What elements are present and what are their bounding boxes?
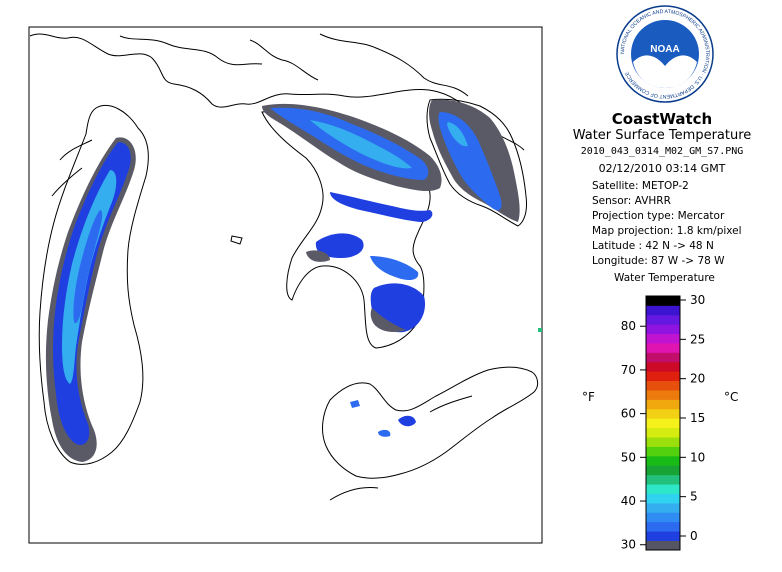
- info-panel: NOAA NATIONAL OCEANIC AND ATMOSPHERIC AD…: [556, 0, 782, 572]
- green-bay-coastline: [51, 139, 93, 197]
- legend-swatch: [646, 531, 680, 541]
- michigan-mid-water: [73, 210, 103, 324]
- legend-swatch: [646, 540, 680, 551]
- legend-title: Water Temperature: [614, 272, 715, 284]
- celsius-tick-label: 0: [690, 529, 698, 543]
- huron-central-patch: [330, 192, 433, 222]
- legend-swatch: [646, 521, 680, 532]
- michigan-cool-water: [62, 170, 117, 384]
- legend-swatch: [646, 399, 680, 410]
- fahrenheit-ticks: 30 40 50 60 70 80: [621, 319, 646, 552]
- info-projection-type: Projection type: Mercator: [592, 210, 725, 222]
- fahrenheit-tick-label: 30: [621, 538, 636, 552]
- celsius-unit: °C: [724, 390, 738, 404]
- info-sensor: Sensor: AVHRR: [592, 195, 671, 207]
- lake-st-clair-patch: [350, 400, 360, 408]
- lake-erie-coastline: [322, 366, 539, 479]
- product-subtitle: Water Surface Temperature: [572, 128, 752, 143]
- celsius-tick-label: 10: [690, 450, 705, 464]
- celsius-tick-label: 15: [690, 411, 705, 425]
- legend-swatch: [646, 333, 680, 344]
- noaa-logo: NOAA NATIONAL OCEANIC AND ATMOSPHERIC AD…: [616, 5, 714, 103]
- legend-swatch: [646, 305, 680, 316]
- info-latitude: Latitude : 42 N -> 48 N: [592, 240, 714, 252]
- legend-swatch: [646, 484, 680, 494]
- info-longitude: Longitude: 87 W -> 78 W: [592, 255, 725, 267]
- legend-swatch: [646, 314, 680, 325]
- saginaw-bay-cold: [315, 233, 364, 258]
- file-name: 2010_043_0314_M02_GM_S7.PNG: [580, 146, 744, 157]
- legend-swatch: [646, 296, 680, 306]
- legend-swatch: [646, 418, 680, 429]
- sst-map: [28, 26, 543, 544]
- legend-swatch: [646, 493, 680, 504]
- noaa-bird-icon: [633, 55, 697, 88]
- legend-swatch: [646, 408, 680, 419]
- georgian-bay-coastline: [426, 98, 527, 227]
- legend-swatch: [646, 465, 680, 476]
- legend-swatch: [646, 512, 680, 523]
- legend-swatch: [646, 352, 680, 363]
- fahrenheit-tick-label: 80: [621, 319, 636, 333]
- celsius-ticks: 0 5 10 15 20 25 30: [680, 293, 705, 543]
- lake-ontario-coastline: [329, 395, 473, 501]
- huron-south-ice: [370, 308, 406, 332]
- legend-swatch: [646, 474, 680, 485]
- erie-west-patch: [398, 415, 416, 427]
- legend-swatch: [646, 437, 680, 447]
- legend-swatch: [646, 380, 680, 391]
- lake-michigan-coastline: [38, 105, 149, 465]
- legend-swatch: [646, 502, 680, 513]
- acquisition-datetime: 02/12/2010 03:14 GMT: [598, 162, 726, 175]
- celsius-tick-label: 5: [690, 490, 698, 504]
- temperature-legend: 30 40 50 60 70 80 0 5 10 15 20 25 30 °F °C: [582, 293, 738, 552]
- georgian-bay-cool: [447, 122, 468, 147]
- celsius-tick-label: 25: [690, 332, 705, 346]
- info-satellite: Satellite: METOP-2: [592, 180, 689, 192]
- fahrenheit-unit: °F: [582, 390, 595, 404]
- celsius-tick-label: 20: [690, 372, 705, 386]
- celsius-tick-label: 30: [690, 293, 705, 307]
- fahrenheit-tick-label: 40: [621, 494, 636, 508]
- legend-bar-border: [645, 295, 681, 551]
- legend-swatch: [646, 390, 680, 400]
- small-island: [230, 235, 243, 245]
- legend-swatch: [646, 427, 680, 438]
- huron-north-cool: [310, 120, 412, 169]
- fahrenheit-tick-label: 70: [621, 363, 636, 377]
- noaa-logo-text: NOAA: [650, 44, 679, 55]
- ontario-edge-pixel: [538, 328, 542, 332]
- erie-west-patch-2: [378, 429, 391, 437]
- legend-swatch: [646, 371, 680, 382]
- brand-title: CoastWatch: [611, 110, 713, 128]
- saginaw-bay-ice: [306, 250, 330, 262]
- legend-swatch: [646, 324, 680, 335]
- info-map-projection: Map projection: 1.8 km/pixel: [592, 225, 742, 237]
- legend-swatch: [646, 343, 680, 353]
- fahrenheit-tick-label: 50: [621, 450, 636, 464]
- legend-swatch: [646, 446, 680, 457]
- legend-swatch: [646, 361, 680, 372]
- fahrenheit-tick-label: 60: [621, 407, 636, 421]
- northern-shore-coastline: [119, 33, 469, 97]
- huron-east-patch: [370, 256, 419, 280]
- legend-swatches: [646, 296, 680, 551]
- legend-swatch: [646, 455, 680, 466]
